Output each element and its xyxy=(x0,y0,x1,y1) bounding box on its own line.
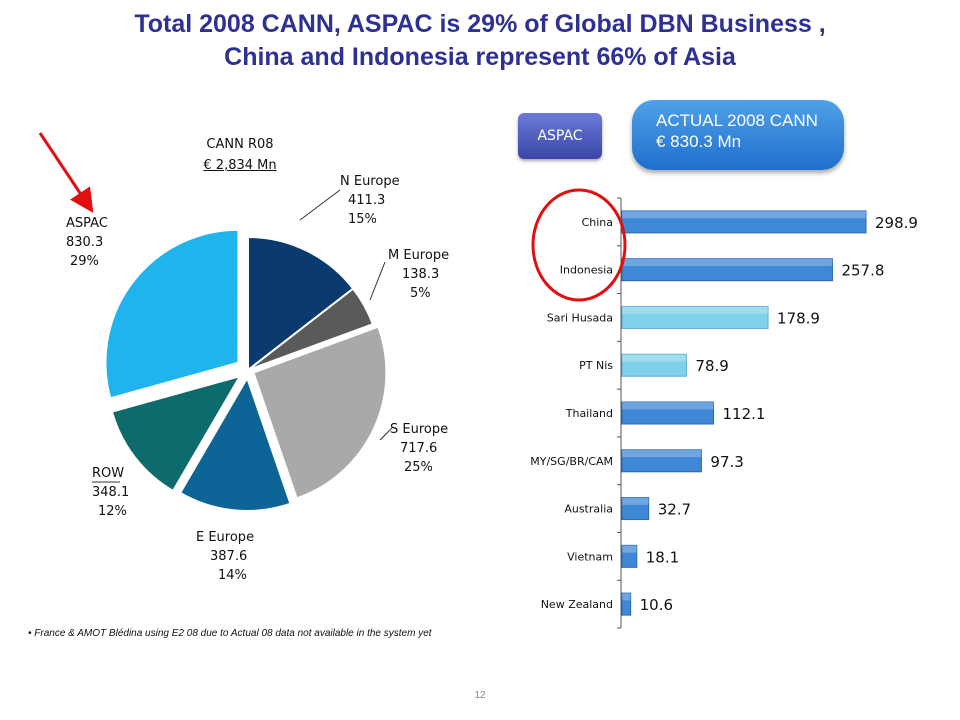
pie-subtitle-text: € 2,834 Mn xyxy=(203,158,277,173)
bar-category-label: Indonesia xyxy=(560,264,613,277)
pie-label-row: ROW 348.1 12% xyxy=(92,466,130,519)
pie-slice-n-europe xyxy=(247,235,355,373)
footnote: • France & AMOT Blédina using E2 08 due … xyxy=(28,628,432,639)
bar-value-label: 78.9 xyxy=(695,357,728,375)
bar-value-label: 178.9 xyxy=(777,309,820,327)
bar-thailand xyxy=(621,401,715,425)
bar-category-label: Sari Husada xyxy=(547,311,613,324)
title-line-1: Total 2008 CANN, ASPAC is 29% of Global … xyxy=(134,10,826,38)
title-line-2: China and Indonesia represent 66% of Asi… xyxy=(224,43,736,71)
bar-value-label: 298.9 xyxy=(875,214,918,232)
bar-gloss xyxy=(622,449,702,458)
actual-2008-callout: ACTUAL 2008 CANN € 830.3 Mn xyxy=(632,100,844,170)
bar-category-label: MY/SG/BR/CAM xyxy=(530,455,613,468)
bar-new-zealand xyxy=(621,592,632,616)
bar-category-label: Vietnam xyxy=(567,550,613,563)
pie-label-n-europe: N Europe 411.3 15% xyxy=(340,174,400,227)
pie-slice-aspac xyxy=(104,228,240,400)
bar-sari-husada xyxy=(621,305,769,329)
highlight-circle xyxy=(531,188,627,302)
bar-category-label: PT Nis xyxy=(579,359,613,372)
page-number: 12 xyxy=(474,690,486,701)
pointer-arrow xyxy=(38,132,94,213)
pie-title-text: CANN R08 xyxy=(206,137,274,152)
pie-label-e-europe: E Europe 387.6 14% xyxy=(196,530,255,583)
bar-value-label: 257.8 xyxy=(841,262,884,280)
bar-value-label: 18.1 xyxy=(646,548,679,566)
pie-label-s-europe: S Europe 717.6 25% xyxy=(390,422,449,475)
pie-leader-line xyxy=(299,189,341,221)
pie-leader-line xyxy=(369,261,386,301)
bar-category-label: Australia xyxy=(564,503,613,516)
bar-value-label: 32.7 xyxy=(658,501,691,519)
aspac-button[interactable]: ASPAC xyxy=(518,113,602,159)
pie-slice-e-europe xyxy=(178,375,292,512)
bar-value-label: 112.1 xyxy=(723,405,766,423)
bar-value-label: 10.6 xyxy=(640,596,673,614)
pie-slice-m-europe xyxy=(247,287,375,371)
bar-gloss xyxy=(622,258,833,266)
bar-gloss xyxy=(622,210,866,219)
bar-gloss xyxy=(622,593,631,601)
bar-vietnam xyxy=(621,544,638,568)
bar-category-label: New Zealand xyxy=(541,598,613,611)
bar-gloss xyxy=(622,402,714,410)
pie-label-m-europe: M Europe 138.3 5% xyxy=(388,248,450,301)
bar-my-sg-br-cam xyxy=(621,449,702,473)
pie-slice-s-europe xyxy=(252,325,388,500)
slide-title: Total 2008 CANN, ASPAC is 29% of Global … xyxy=(0,8,960,74)
bar-value-label: 97.3 xyxy=(710,453,743,471)
bar-gloss xyxy=(622,545,637,553)
bar-gloss xyxy=(622,306,769,314)
pie-slice-row xyxy=(110,374,243,493)
bar-australia xyxy=(621,497,650,521)
bar-indonesia xyxy=(621,258,833,282)
pie-chart-title: CANN R08 € 2,834 Mn xyxy=(150,134,330,176)
bar-gloss xyxy=(622,354,687,362)
bar-pt-nis xyxy=(621,353,687,377)
bar-category-label: China xyxy=(582,216,613,229)
pie-label-aspac: ASPAC 830.3 29% xyxy=(66,216,108,269)
pie-leader-line xyxy=(379,427,393,441)
bar-category-label: Thailand xyxy=(565,407,613,420)
bar-gloss xyxy=(622,497,649,505)
